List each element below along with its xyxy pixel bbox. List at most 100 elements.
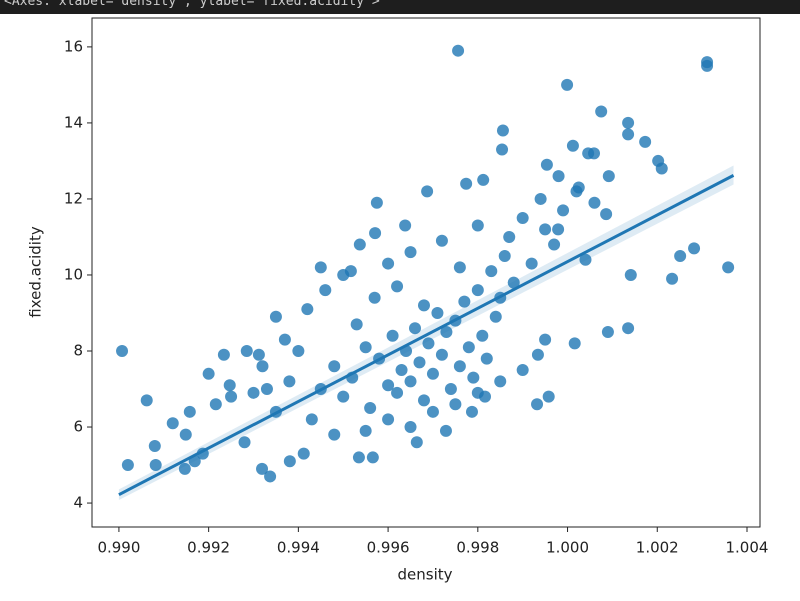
point (655, 162, 668, 175)
point (435, 348, 448, 361)
point (452, 44, 465, 57)
point (366, 451, 379, 464)
point (260, 383, 273, 396)
point (588, 147, 601, 160)
point (477, 173, 490, 186)
point (639, 135, 652, 148)
point (410, 436, 423, 449)
point (238, 436, 251, 449)
point (688, 242, 701, 255)
point (337, 268, 350, 281)
point (178, 462, 191, 475)
point (476, 329, 489, 342)
point (622, 128, 635, 141)
point (566, 139, 579, 152)
point (557, 204, 570, 217)
point (460, 177, 473, 190)
point (624, 268, 637, 281)
point (471, 284, 484, 297)
point (225, 390, 238, 403)
x-tick-label: 1.004 (726, 539, 769, 557)
y-tick-label: 16 (64, 37, 83, 55)
y-tick-label: 12 (64, 189, 83, 207)
point (453, 360, 466, 373)
point (435, 234, 448, 247)
point (588, 196, 601, 209)
point (548, 238, 561, 251)
point (449, 398, 462, 411)
point (600, 208, 613, 221)
point (570, 185, 583, 198)
point (417, 394, 430, 407)
point (202, 367, 215, 380)
point (489, 310, 502, 323)
point (507, 276, 520, 289)
y-tick-label: 6 (73, 418, 83, 436)
point (292, 344, 305, 357)
point (516, 364, 529, 377)
point (283, 375, 296, 388)
point (480, 352, 493, 365)
point (568, 337, 581, 350)
point (404, 421, 417, 434)
point (542, 390, 555, 403)
y-tick-label: 14 (64, 113, 83, 131)
chart: density fixed.acidity 4 6 8 10 12 14 16 0.990 0.… (0, 14, 800, 601)
axes-frame (91, 17, 761, 528)
point (503, 230, 516, 243)
point (116, 344, 129, 357)
point (223, 379, 236, 392)
point (496, 124, 509, 137)
point (319, 284, 332, 297)
point (382, 413, 395, 426)
point (417, 299, 430, 312)
point (552, 223, 565, 236)
point (622, 116, 635, 129)
output-header: <Axes: xlabel='density', ylabel='fixed.a… (4, 0, 380, 9)
y-tick-label: 8 (73, 341, 83, 359)
point (453, 261, 466, 274)
x-tick-label: 1.002 (636, 539, 679, 557)
point (404, 375, 417, 388)
point (382, 379, 395, 392)
point (364, 402, 377, 415)
point (540, 158, 553, 171)
point (421, 185, 434, 198)
point (391, 280, 404, 293)
point (350, 318, 363, 331)
point (179, 428, 192, 441)
point (498, 249, 511, 262)
point (399, 219, 412, 232)
point (534, 192, 547, 205)
x-tick-label: 0.996 (367, 539, 410, 557)
point (404, 246, 417, 259)
point (269, 310, 282, 323)
point (525, 257, 538, 270)
point (595, 105, 608, 118)
point (458, 295, 471, 308)
point (328, 360, 341, 373)
point (305, 413, 318, 426)
point (426, 367, 439, 380)
point (465, 405, 478, 418)
point (539, 223, 552, 236)
point (149, 459, 162, 472)
point (494, 375, 507, 388)
point (328, 428, 341, 441)
point (183, 405, 196, 418)
regression-line (118, 174, 735, 497)
point (369, 227, 382, 240)
point (353, 238, 366, 251)
point (148, 440, 161, 453)
x-tick-label: 0.998 (456, 539, 499, 557)
point (552, 170, 565, 183)
point (337, 390, 350, 403)
y-axis-label: fixed.acidity (27, 226, 45, 318)
y-tick-label: 4 (73, 494, 83, 512)
point (413, 356, 426, 369)
point (496, 143, 509, 156)
point (701, 59, 714, 72)
point (252, 348, 265, 361)
point (264, 470, 277, 483)
